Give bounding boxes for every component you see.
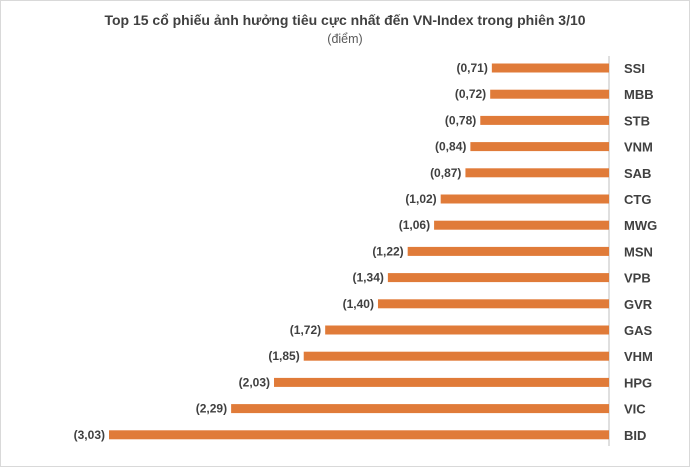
value-label-ctg: (1,02) xyxy=(405,192,436,206)
value-label-mwg: (1,06) xyxy=(399,218,430,232)
value-label-vpb: (1,34) xyxy=(353,271,384,285)
category-label-ssi: SSI xyxy=(624,61,645,76)
value-label-gvr: (1,40) xyxy=(343,297,374,311)
bar-vic xyxy=(231,404,609,414)
value-label-sab: (0,87) xyxy=(430,166,461,180)
bar-vpb xyxy=(387,273,609,283)
bar-sab xyxy=(465,168,609,178)
category-label-sab: SAB xyxy=(624,166,651,181)
bar-msn xyxy=(407,246,609,256)
bar-ssi xyxy=(491,63,609,73)
category-label-gvr: GVR xyxy=(624,297,653,312)
value-label-gas: (1,72) xyxy=(290,323,321,337)
bar-ctg xyxy=(440,194,609,204)
category-label-mwg: MWG xyxy=(624,218,657,233)
bars-group: (0,71) SSI (0,72) MBB (0,78) STB (0,84) VNM (0,8… xyxy=(74,61,658,443)
value-label-bid: (3,03) xyxy=(74,428,105,442)
value-label-hpg: (2,03) xyxy=(239,375,270,389)
category-label-hpg: HPG xyxy=(624,375,652,390)
value-label-vhm: (1,85) xyxy=(268,349,299,363)
category-label-mbb: MBB xyxy=(624,87,654,102)
category-label-gas: GAS xyxy=(624,323,653,338)
bar-hpg xyxy=(274,377,609,387)
category-label-stb: STB xyxy=(624,113,650,128)
chart-subtitle: (điểm) xyxy=(327,32,363,46)
category-label-ctg: CTG xyxy=(624,192,651,207)
bar-mwg xyxy=(434,220,609,230)
category-label-bid: BID xyxy=(624,428,646,443)
value-label-vic: (2,29) xyxy=(196,402,227,416)
bar-vhm xyxy=(303,351,609,361)
category-label-vnm: VNM xyxy=(624,140,653,155)
category-label-vic: VIC xyxy=(624,402,646,417)
value-label-msn: (1,22) xyxy=(372,244,403,258)
value-label-vnm: (0,84) xyxy=(435,140,466,154)
bar-stb xyxy=(480,115,609,125)
chart-title: Top 15 cổ phiếu ảnh hưởng tiêu cực nhất … xyxy=(104,12,586,28)
bar-gvr xyxy=(377,299,609,309)
value-label-ssi: (0,71) xyxy=(456,61,487,75)
value-label-mbb: (0,72) xyxy=(455,87,486,101)
bar-bid xyxy=(109,430,609,440)
value-label-stb: (0,78) xyxy=(445,113,476,127)
category-label-msn: MSN xyxy=(624,244,653,259)
bar-vnm xyxy=(470,142,609,152)
category-label-vhm: VHM xyxy=(624,349,653,364)
category-label-vpb: VPB xyxy=(624,271,651,286)
bar-mbb xyxy=(490,89,609,99)
bar-gas xyxy=(325,325,609,335)
